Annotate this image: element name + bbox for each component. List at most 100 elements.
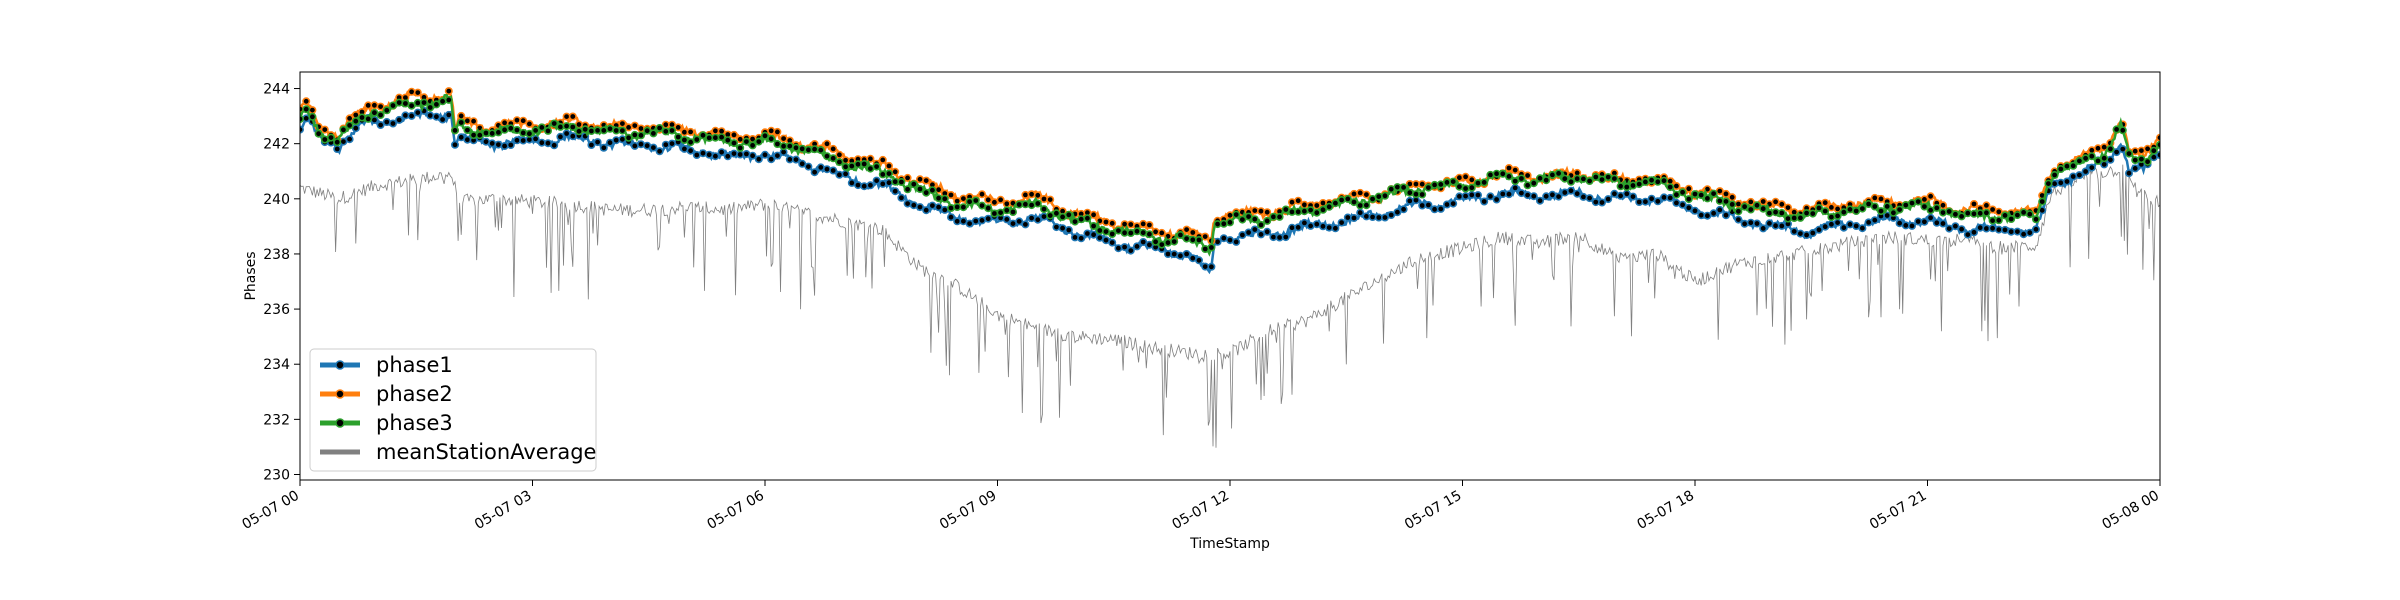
data-point xyxy=(816,146,825,155)
data-point xyxy=(568,123,577,132)
data-point xyxy=(587,141,596,150)
data-point xyxy=(729,149,738,158)
data-point xyxy=(1982,201,1991,210)
data-point xyxy=(568,132,577,141)
data-point xyxy=(506,141,515,150)
data-point xyxy=(884,169,893,178)
data-point xyxy=(1195,236,1204,245)
data-point xyxy=(1548,170,1557,179)
y-tick-label: 236 xyxy=(263,302,290,318)
data-point xyxy=(767,126,776,135)
data-point xyxy=(971,196,980,205)
data-point xyxy=(959,203,968,212)
data-point xyxy=(1889,208,1898,217)
data-point xyxy=(333,145,342,154)
data-point xyxy=(1362,201,1371,210)
data-point xyxy=(1957,212,1966,221)
data-point xyxy=(1195,256,1204,265)
data-point xyxy=(636,131,645,140)
data-point xyxy=(1604,173,1613,182)
data-point xyxy=(1629,181,1638,190)
data-point xyxy=(1821,198,1830,207)
data-point xyxy=(488,139,497,148)
series-phase3 xyxy=(300,93,2160,257)
data-point xyxy=(674,133,683,142)
data-point xyxy=(773,151,782,160)
data-point xyxy=(643,126,652,135)
data-point xyxy=(388,101,397,110)
data-point xyxy=(618,126,627,135)
legend-label-meanStationAverage: meanStationAverage xyxy=(376,440,596,464)
data-point xyxy=(1052,223,1061,232)
data-point xyxy=(1994,216,2003,225)
data-point xyxy=(1108,238,1117,247)
data-point xyxy=(1932,203,1941,212)
y-tick-label: 242 xyxy=(263,137,290,153)
data-point xyxy=(1939,219,1948,228)
series-layer xyxy=(300,87,2160,448)
data-point xyxy=(537,123,546,132)
data-point xyxy=(1033,191,1042,200)
data-point xyxy=(791,143,800,152)
data-point xyxy=(2087,152,2096,161)
data-point xyxy=(748,141,757,150)
data-point xyxy=(2069,172,2078,181)
data-point xyxy=(1052,209,1061,218)
legend: phase1 phase2 phase3 meanStationAverage xyxy=(309,348,597,472)
data-point xyxy=(1870,202,1879,211)
data-point xyxy=(2100,154,2109,163)
data-point xyxy=(996,195,1005,204)
data-point xyxy=(835,158,844,167)
data-point xyxy=(1350,198,1359,207)
data-point xyxy=(1833,211,1842,220)
data-point xyxy=(915,175,924,184)
data-point xyxy=(450,126,459,135)
legend-marker xyxy=(335,360,345,370)
data-point xyxy=(1703,194,1712,203)
data-point xyxy=(1263,227,1272,236)
data-point xyxy=(1374,192,1383,201)
data-point xyxy=(903,185,912,194)
data-point xyxy=(500,125,509,134)
data-point xyxy=(376,111,385,120)
data-point xyxy=(1120,243,1129,252)
data-point xyxy=(1610,174,1619,183)
data-point xyxy=(705,150,714,159)
data-point xyxy=(1653,197,1662,206)
data-point xyxy=(1077,234,1086,243)
data-point xyxy=(655,147,664,156)
data-point xyxy=(736,143,745,152)
data-point xyxy=(872,162,881,171)
data-point xyxy=(1858,204,1867,213)
data-point xyxy=(2032,225,2041,234)
data-point xyxy=(345,135,354,144)
data-point xyxy=(395,115,404,124)
data-point xyxy=(1914,197,1923,206)
data-point xyxy=(928,201,937,210)
data-point xyxy=(878,170,887,179)
data-point xyxy=(1839,208,1848,217)
data-point xyxy=(1275,212,1284,221)
data-point xyxy=(1511,166,1520,175)
data-point xyxy=(1250,215,1259,224)
data-point xyxy=(525,129,534,138)
data-point xyxy=(1263,216,1272,225)
data-point xyxy=(1542,192,1551,201)
data-point xyxy=(1424,183,1433,192)
data-point xyxy=(798,144,807,153)
data-point xyxy=(1604,195,1613,204)
data-point xyxy=(872,176,881,185)
data-point xyxy=(1319,205,1328,214)
data-point xyxy=(1418,190,1427,199)
data-point xyxy=(1666,193,1675,202)
data-point xyxy=(1133,242,1142,251)
data-point xyxy=(1263,208,1272,217)
data-point xyxy=(1232,210,1241,219)
data-point xyxy=(922,176,931,185)
data-point xyxy=(1108,230,1117,239)
data-point xyxy=(300,125,304,134)
data-point xyxy=(1622,183,1631,192)
data-point xyxy=(1170,237,1179,246)
data-point xyxy=(915,203,924,212)
data-point xyxy=(946,213,955,222)
